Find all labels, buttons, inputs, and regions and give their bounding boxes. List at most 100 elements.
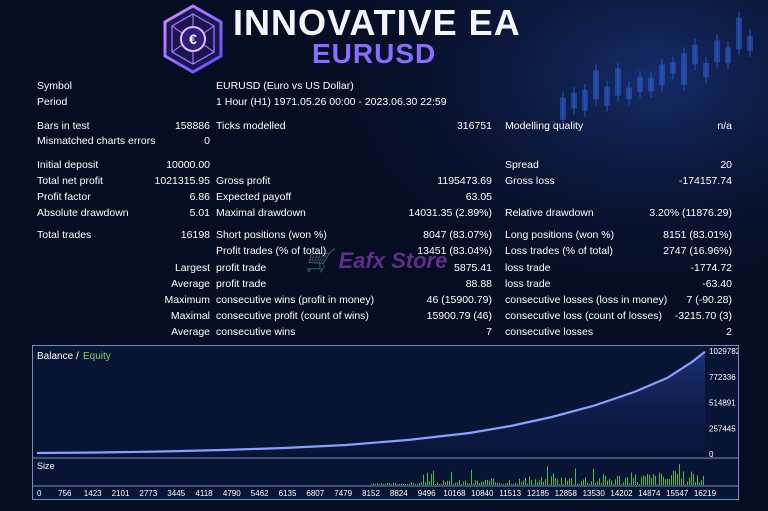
average-profit-label: profit trade bbox=[216, 278, 267, 290]
max-consec-losses-value: 7 (-90.28) bbox=[686, 294, 732, 306]
size-bar bbox=[393, 482, 394, 485]
size-bar bbox=[489, 480, 490, 485]
size-bar bbox=[691, 471, 692, 485]
bg-candle bbox=[593, 70, 599, 100]
size-bar bbox=[509, 480, 510, 485]
total-trades-label: Total trades bbox=[37, 229, 92, 241]
y-tick-label: 1029782 bbox=[709, 347, 738, 356]
svg-text:€: € bbox=[189, 31, 197, 47]
x-tick-label: 4118 bbox=[195, 489, 213, 498]
long-positions-value: 8151 (83.01%) bbox=[663, 229, 732, 241]
gross-profit-label: Gross profit bbox=[216, 175, 271, 187]
avg-consec-losses-value: 2 bbox=[726, 326, 732, 338]
profit-trades-value: 13451 (83.04%) bbox=[417, 245, 492, 257]
bg-candle bbox=[571, 92, 577, 109]
x-tick-label: 9496 bbox=[418, 489, 436, 498]
size-bar bbox=[621, 484, 622, 485]
x-tick-label: 8824 bbox=[390, 489, 408, 498]
size-bar bbox=[571, 478, 572, 485]
size-bar bbox=[431, 474, 432, 485]
symbol-value: EURUSD (Euro vs US Dollar) bbox=[216, 80, 354, 92]
symbol-label: Symbol bbox=[37, 80, 73, 92]
size-bar bbox=[683, 471, 684, 485]
size-bar bbox=[505, 483, 506, 485]
size-bar bbox=[537, 482, 538, 485]
size-bar bbox=[577, 483, 578, 485]
initial-deposit-value: 10000.00 bbox=[166, 159, 210, 171]
size-bar bbox=[625, 477, 626, 485]
size-bar bbox=[687, 481, 688, 485]
total-net-profit-value: 1021315.95 bbox=[154, 175, 210, 187]
size-bar bbox=[631, 472, 632, 485]
size-bar bbox=[627, 477, 628, 485]
watermark: 🛒 Eafx Store bbox=[305, 248, 447, 274]
cart-icon: 🛒 bbox=[305, 248, 333, 273]
bg-candle bbox=[670, 62, 676, 74]
size-bar bbox=[673, 470, 674, 485]
relative-drawdown-label: Relative drawdown bbox=[505, 207, 594, 219]
loss-trades-label: Loss trades (% of total) bbox=[505, 245, 613, 257]
size-bar bbox=[685, 484, 686, 485]
max-consec-losses-label: consecutive losses (loss in money) bbox=[505, 294, 668, 306]
size-bar bbox=[573, 484, 574, 485]
size-bar bbox=[611, 480, 612, 485]
size-bar bbox=[569, 478, 570, 485]
size-bar bbox=[585, 477, 586, 485]
x-tick-label: 3445 bbox=[167, 489, 185, 498]
size-bar bbox=[637, 482, 638, 485]
size-bar bbox=[519, 478, 520, 485]
x-tick-label: 6807 bbox=[306, 489, 324, 498]
size-bar bbox=[543, 482, 544, 485]
size-bar bbox=[467, 483, 468, 485]
x-tick-label: 7479 bbox=[334, 489, 352, 498]
gross-loss-value: -174157.74 bbox=[678, 175, 732, 187]
x-tick-label: 2101 bbox=[112, 489, 130, 498]
size-bar bbox=[527, 483, 528, 485]
average-profit-value: 88.88 bbox=[465, 278, 492, 290]
size-bar bbox=[547, 466, 548, 485]
maximal-drawdown-label: Maximal drawdown bbox=[216, 207, 306, 219]
size-bar bbox=[423, 474, 424, 485]
spread-value: 20 bbox=[720, 159, 732, 171]
short-positions-label: Short positions (won %) bbox=[216, 229, 327, 241]
balance-line bbox=[36, 350, 706, 455]
size-bar bbox=[669, 479, 670, 485]
size-bar bbox=[461, 484, 462, 485]
average-loss-value: -63.40 bbox=[702, 278, 732, 290]
bg-candle bbox=[648, 77, 654, 92]
size-bar bbox=[635, 474, 636, 485]
size-bar bbox=[387, 483, 388, 485]
y-tick-label: 514891 bbox=[709, 399, 736, 408]
size-bar bbox=[371, 484, 372, 485]
maximal-label: Maximal bbox=[170, 310, 210, 322]
size-bar bbox=[459, 480, 460, 485]
size-bar bbox=[497, 482, 498, 485]
largest-loss-value: -1774.72 bbox=[690, 262, 732, 274]
maximal-consec-profit-value: 15900.79 (46) bbox=[426, 310, 492, 322]
size-bar bbox=[633, 478, 634, 485]
size-bar bbox=[647, 474, 648, 485]
size-bar bbox=[589, 484, 590, 485]
profit-factor-value: 6.86 bbox=[189, 191, 210, 203]
size-bar bbox=[623, 482, 624, 485]
size-bar bbox=[535, 479, 536, 485]
size-bar bbox=[653, 474, 654, 485]
size-bar bbox=[541, 477, 542, 485]
x-axis-ticks: 0 756 1423 2101 2773 3445 4118 4790 5462 6135 6807… bbox=[37, 489, 717, 498]
gross-profit-value: 1195473.69 bbox=[437, 175, 492, 187]
total-net-profit-label: Total net profit bbox=[37, 175, 103, 187]
x-tick-label: 11513 bbox=[499, 489, 521, 498]
ticks-modelled-label: Ticks modelled bbox=[216, 120, 286, 132]
size-bar bbox=[465, 480, 466, 485]
size-bar bbox=[517, 484, 518, 485]
x-tick-label: 6135 bbox=[279, 489, 297, 498]
max-consec-wins-label: consecutive wins (profit in money) bbox=[216, 294, 375, 306]
size-bar bbox=[479, 483, 480, 485]
size-bar bbox=[427, 472, 428, 485]
size-bar bbox=[529, 476, 530, 485]
average2-label: Average bbox=[171, 326, 210, 338]
size-bar bbox=[657, 484, 658, 485]
x-tick-label: 5462 bbox=[251, 489, 269, 498]
size-bar bbox=[533, 483, 534, 485]
chart-canvas: Balance / Equity Size 1029782 772336 51489… bbox=[33, 347, 738, 498]
